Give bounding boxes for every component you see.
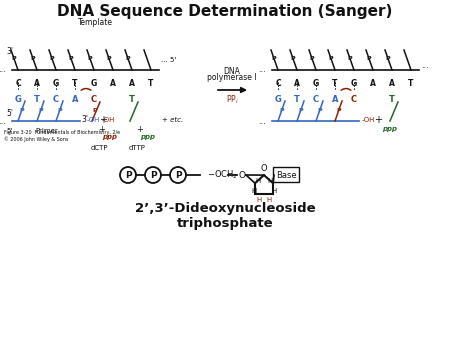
Text: 5': 5' [7,128,13,134]
Text: P: P [106,55,111,61]
Text: P: P [279,107,284,113]
Text: P: P [19,107,24,113]
Text: Figure 3-20  Fundamentals of Biochemistry, 2/e
© 2006 John Wiley & Sons: Figure 3-20 Fundamentals of Biochemistry… [4,130,120,142]
Text: A: A [332,95,338,104]
Text: Primer: Primer [35,128,58,134]
Text: H: H [266,197,272,203]
Text: P: P [38,107,43,113]
Text: ...: ... [258,117,266,125]
Text: T: T [34,95,40,104]
Text: T: T [148,79,154,88]
Text: PP$_i$: PP$_i$ [225,94,238,106]
Text: +: + [99,115,107,125]
Text: G: G [351,79,357,88]
Text: H: H [256,197,261,203]
Text: P: P [366,55,371,61]
Text: G: G [91,79,97,88]
Text: G: G [313,79,319,88]
Text: G: G [14,95,22,104]
Text: A: A [72,95,78,104]
Text: P: P [271,55,276,61]
Text: DNA: DNA [224,67,240,76]
Text: +: + [99,124,105,134]
Text: ...: ... [258,65,266,73]
Text: Base: Base [276,171,296,179]
Text: P: P [57,107,62,113]
Text: C: C [351,95,357,104]
Text: ppp: ppp [102,134,117,140]
Text: Template: Template [77,18,112,27]
Text: P: P [317,107,322,113]
Text: P: P [347,55,352,61]
Text: H: H [256,178,261,184]
Text: P: P [328,55,333,61]
Text: P: P [385,55,390,61]
Text: + etc.: + etc. [162,117,183,123]
Text: O: O [261,164,267,173]
Text: 2’,3’-Dideoxynucleoside
triphosphate: 2’,3’-Dideoxynucleoside triphosphate [135,202,315,230]
Text: A: A [294,79,300,88]
Text: DNA Sequence Determination (Sanger): DNA Sequence Determination (Sanger) [57,4,393,19]
Text: 3': 3' [6,47,13,56]
FancyBboxPatch shape [273,167,299,182]
Text: A: A [110,79,116,88]
Text: H: H [252,188,256,194]
Text: ... 5': ... 5' [161,57,176,63]
Text: T: T [72,79,78,88]
Text: dCTP: dCTP [90,145,108,151]
Text: C: C [313,95,319,104]
Text: T: T [389,95,395,104]
Text: +: + [136,124,144,134]
Text: +: + [374,115,382,125]
Text: C: C [91,95,97,104]
Text: P: P [87,55,92,61]
Text: T: T [332,79,338,88]
Text: P: P [93,107,97,113]
Text: -OH: -OH [102,117,115,123]
Text: C: C [275,79,281,88]
Text: H: H [267,178,273,184]
Text: P: P [298,107,303,113]
Text: P: P [125,170,131,179]
Text: A: A [34,79,40,88]
Text: 3': 3' [81,116,88,124]
Text: G: G [274,95,281,104]
Text: $-$OCH$_2$: $-$OCH$_2$ [207,169,238,181]
Text: O: O [238,170,246,179]
Text: polymerase I: polymerase I [207,73,257,82]
Text: A: A [129,79,135,88]
Text: P: P [309,55,314,61]
Text: P: P [175,170,181,179]
Text: T: T [294,95,300,104]
Text: 5': 5' [6,109,13,118]
Text: ppp: ppp [382,126,397,132]
Text: P: P [30,55,35,61]
Text: P: P [290,55,295,61]
Text: P: P [49,55,54,61]
Text: A: A [370,79,376,88]
Text: -OH: -OH [87,117,100,123]
Text: P: P [11,55,16,61]
Text: G: G [53,79,59,88]
Text: H: H [271,188,277,194]
Text: C: C [15,79,21,88]
Text: -OH: -OH [362,117,375,123]
Text: dTTP: dTTP [129,145,145,151]
Text: ...: ... [421,61,429,70]
Text: P: P [68,55,73,61]
Text: T: T [408,79,414,88]
Text: A: A [389,79,395,88]
Text: P: P [125,55,130,61]
Text: ppp: ppp [140,134,155,140]
Text: T: T [129,95,135,104]
Text: C: C [53,95,59,104]
Text: ...: ... [0,117,6,125]
Text: P: P [336,107,341,113]
Text: P: P [150,170,156,179]
Text: ...: ... [0,65,6,73]
